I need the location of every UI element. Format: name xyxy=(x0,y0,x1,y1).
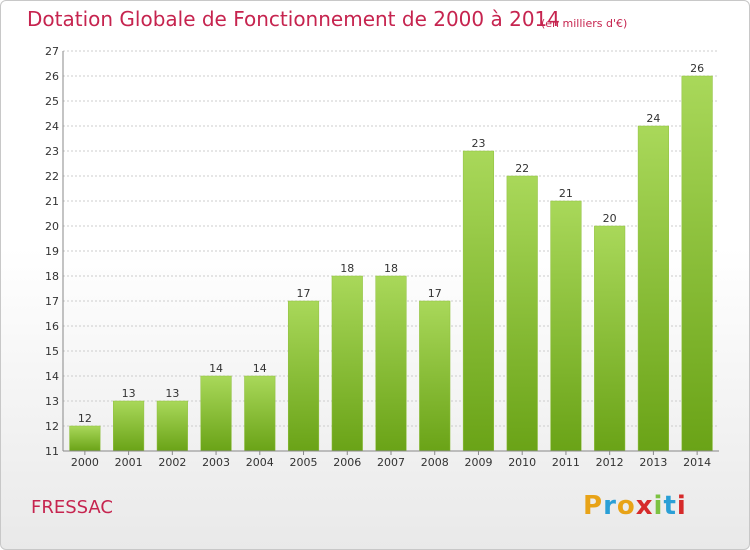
chart-title: Dotation Globale de Fonctionnement de 20… xyxy=(27,7,560,31)
chart-unit: (en milliers d'€) xyxy=(541,17,628,30)
bars: 12 13 13 14 14 17 18 18 17 23 22 21 20 24 26 xyxy=(69,62,713,452)
x-tick-label: 2013 xyxy=(639,456,667,469)
bar xyxy=(244,375,276,452)
y-tick-label: 20 xyxy=(45,220,59,233)
x-tick-label: 2010 xyxy=(508,456,536,469)
bar-value-label: 18 xyxy=(340,262,354,275)
bar xyxy=(419,300,451,452)
bar-value-label: 20 xyxy=(603,212,617,225)
bar xyxy=(462,150,495,452)
brand-letter: i xyxy=(676,491,687,521)
commune-name: FRESSAC xyxy=(31,497,113,518)
bar-value-label: 14 xyxy=(253,362,267,375)
y-tick-label: 15 xyxy=(45,345,59,358)
x-tick-label: 2005 xyxy=(290,456,318,469)
brand-letter: o xyxy=(616,491,636,521)
bar-value-label: 17 xyxy=(297,287,311,300)
x-tick-label: 2009 xyxy=(464,456,492,469)
y-tick-label: 14 xyxy=(45,370,59,383)
bar-value-label: 13 xyxy=(165,387,179,400)
axes: 11 12 13 14 15 16 17 18 19 20 21 22 23 24 25 26 27 2000 20… xyxy=(45,45,719,469)
bar xyxy=(331,275,363,452)
bar xyxy=(156,400,188,452)
brand-letter: x xyxy=(635,491,654,521)
y-tick-label: 24 xyxy=(45,120,59,133)
bar-value-label: 12 xyxy=(78,412,92,425)
y-tick-label: 11 xyxy=(45,445,59,458)
bar xyxy=(681,75,713,452)
bar xyxy=(69,425,101,452)
y-tick-label: 22 xyxy=(45,170,59,183)
x-tick-label: 2001 xyxy=(115,456,143,469)
x-tick-label: 2014 xyxy=(683,456,711,469)
x-tick-label: 2011 xyxy=(552,456,580,469)
y-tick-label: 17 xyxy=(45,295,59,308)
x-tick-label: 2004 xyxy=(246,456,274,469)
bar xyxy=(594,225,626,452)
bar xyxy=(506,175,538,452)
x-tick-label: 2012 xyxy=(596,456,624,469)
bar-value-label: 23 xyxy=(471,137,485,150)
y-tick-label: 25 xyxy=(45,95,59,108)
bar-value-label: 26 xyxy=(690,62,704,75)
bar-value-label: 24 xyxy=(646,112,660,125)
x-tick-label: 2003 xyxy=(202,456,230,469)
y-tick-label: 18 xyxy=(45,270,59,283)
y-tick-label: 16 xyxy=(45,320,59,333)
y-tick-label: 19 xyxy=(45,245,59,258)
y-tick-label: 21 xyxy=(45,195,59,208)
y-tick-label: 26 xyxy=(45,70,59,83)
bar xyxy=(287,300,320,452)
bar-value-label: 18 xyxy=(384,262,398,275)
y-tick-label: 27 xyxy=(45,45,59,58)
bar xyxy=(200,375,232,452)
brand-letter: i xyxy=(653,491,664,521)
proxiti-logo[interactable]: Proxiti xyxy=(583,491,687,521)
bar-value-label: 17 xyxy=(428,287,442,300)
y-tick-label: 12 xyxy=(45,420,59,433)
bar xyxy=(375,275,407,452)
bar-value-label: 21 xyxy=(559,187,573,200)
bar xyxy=(637,125,669,452)
bar-value-label: 13 xyxy=(122,387,136,400)
bar xyxy=(550,200,582,452)
y-tick-label: 23 xyxy=(45,145,59,158)
x-tick-label: 2006 xyxy=(333,456,361,469)
brand-letter: t xyxy=(663,491,677,521)
brand-letter: r xyxy=(603,491,617,521)
x-tick-label: 2008 xyxy=(421,456,449,469)
x-tick-label: 2002 xyxy=(158,456,186,469)
bar-value-label: 14 xyxy=(209,362,223,375)
brand-letter: P xyxy=(583,491,604,521)
y-tick-label: 13 xyxy=(45,395,59,408)
bar xyxy=(113,400,145,452)
bar-value-label: 22 xyxy=(515,162,529,175)
x-tick-label: 2000 xyxy=(71,456,99,469)
x-tick-label: 2007 xyxy=(377,456,405,469)
